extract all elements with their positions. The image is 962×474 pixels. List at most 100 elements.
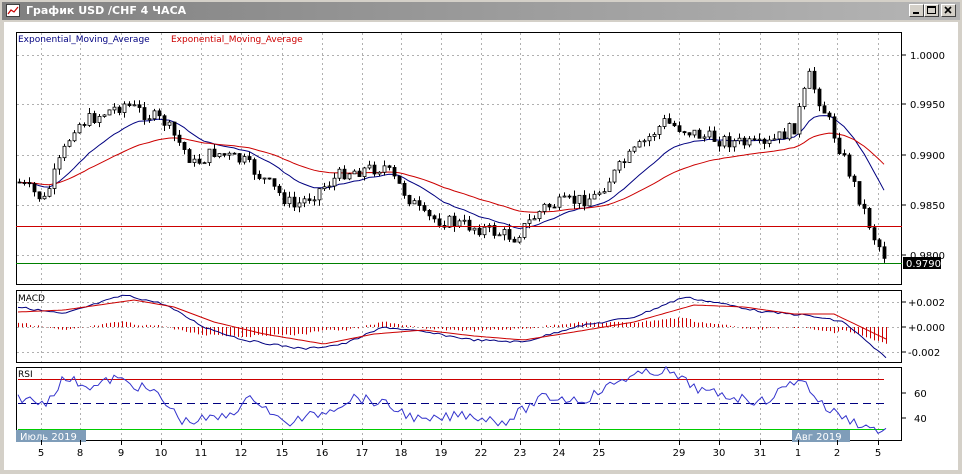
candle-body [837, 137, 842, 154]
candle-body [287, 196, 292, 205]
candle-body [282, 192, 287, 205]
period-label-aug: Авг 2019 [792, 430, 850, 443]
candle-body [547, 203, 552, 208]
candle-body [462, 219, 467, 222]
candle-body [627, 150, 632, 163]
close-button[interactable] [941, 4, 956, 17]
candle-body [362, 167, 367, 177]
rsi-layer [17, 365, 887, 434]
candle-body [727, 136, 732, 148]
candle-body [687, 132, 692, 136]
chart-icon [6, 4, 20, 17]
candle-body [382, 165, 387, 173]
candle-body [342, 168, 347, 180]
candle-body [842, 153, 847, 156]
candle-body [532, 218, 537, 221]
candle-body [607, 181, 612, 193]
candle-body [502, 229, 507, 236]
candle-body [882, 246, 887, 259]
candle-body [177, 134, 182, 143]
candle-body [792, 123, 797, 135]
legend-ema-slow: Exponential_Moving_Average [171, 35, 303, 45]
candle-body [552, 206, 557, 209]
candle-body [642, 140, 647, 143]
candle-body [567, 195, 572, 198]
x-tick-label: 8 [77, 448, 83, 459]
price-tick: 0.9900 [910, 151, 945, 162]
minimize-icon [913, 12, 919, 14]
candle-body [492, 225, 497, 236]
candle-body [397, 175, 402, 184]
candle-body [247, 156, 252, 161]
candle-body [327, 185, 332, 188]
candle-body [412, 200, 417, 205]
candle-body [657, 126, 662, 135]
candle-body [132, 104, 137, 107]
candle-body [557, 196, 562, 208]
x-tick-label: 25 [593, 448, 606, 459]
candle-body [712, 130, 717, 142]
title-bar[interactable]: График USD /CHF 4 ЧАСА [2, 2, 960, 20]
rsi-axis: 60 40 [902, 389, 927, 425]
candle-body [827, 112, 832, 118]
candle-body [52, 168, 57, 189]
candle-body [732, 140, 737, 148]
candle-body [392, 167, 397, 177]
candle-body [237, 153, 242, 163]
candle-body [67, 140, 72, 147]
candle-body [187, 149, 192, 163]
candle-body [432, 215, 437, 220]
candle-body [122, 103, 127, 113]
candle-body [377, 171, 382, 175]
candle-body [742, 137, 747, 146]
x-tick-label: 29 [673, 448, 686, 459]
candle-body [227, 152, 232, 156]
candle-body [752, 138, 757, 141]
candle-body [312, 199, 317, 202]
x-tick-label: 2 [834, 448, 840, 459]
svg-text:+0.000: +0.000 [908, 323, 945, 334]
x-tick-label: 9 [118, 448, 124, 459]
legend-ema-fast: Exponential_Moving_Average [18, 35, 150, 45]
candle-body [542, 203, 547, 212]
candle-body [317, 188, 322, 201]
candle-body [767, 139, 772, 144]
candle-body [527, 219, 532, 224]
candle-body [872, 227, 877, 241]
x-tick-label: 19 [435, 448, 448, 459]
candle-body [47, 188, 52, 197]
candle-body [797, 106, 802, 135]
chart-canvas[interactable]: Exponential_Moving_Average Exponential_M… [4, 22, 958, 470]
candle-body [877, 239, 882, 248]
candle-body [297, 202, 302, 208]
candle-body [232, 152, 237, 155]
candle-body [722, 136, 727, 147]
candle-body [427, 210, 432, 217]
candle-body [302, 198, 307, 204]
x-tick-label: 11 [195, 448, 208, 459]
candle-body [622, 161, 627, 164]
candle-body [37, 191, 42, 200]
candle-body [97, 116, 102, 123]
candle-body [512, 238, 517, 243]
maximize-button[interactable] [924, 4, 939, 17]
candle-body [212, 148, 217, 158]
current-price-badge: 0.9790 [903, 257, 941, 270]
candle-body [702, 136, 707, 139]
candle-body [207, 148, 212, 164]
candle-body [357, 170, 362, 177]
x-tick-label: 10 [155, 448, 168, 459]
window-title: График USD /CHF 4 ЧАСА [26, 4, 187, 17]
candle-body [167, 121, 172, 126]
close-icon [944, 6, 952, 14]
maximize-icon [927, 6, 936, 14]
candle-body [807, 70, 812, 89]
svg-text:40: 40 [914, 414, 927, 425]
candle-body [582, 194, 587, 207]
candle-body [272, 178, 277, 187]
candle-body [87, 113, 92, 126]
candle-body [387, 165, 392, 168]
chart-area: Exponential_Moving_Average Exponential_M… [4, 22, 958, 470]
minimize-button[interactable] [909, 4, 924, 17]
